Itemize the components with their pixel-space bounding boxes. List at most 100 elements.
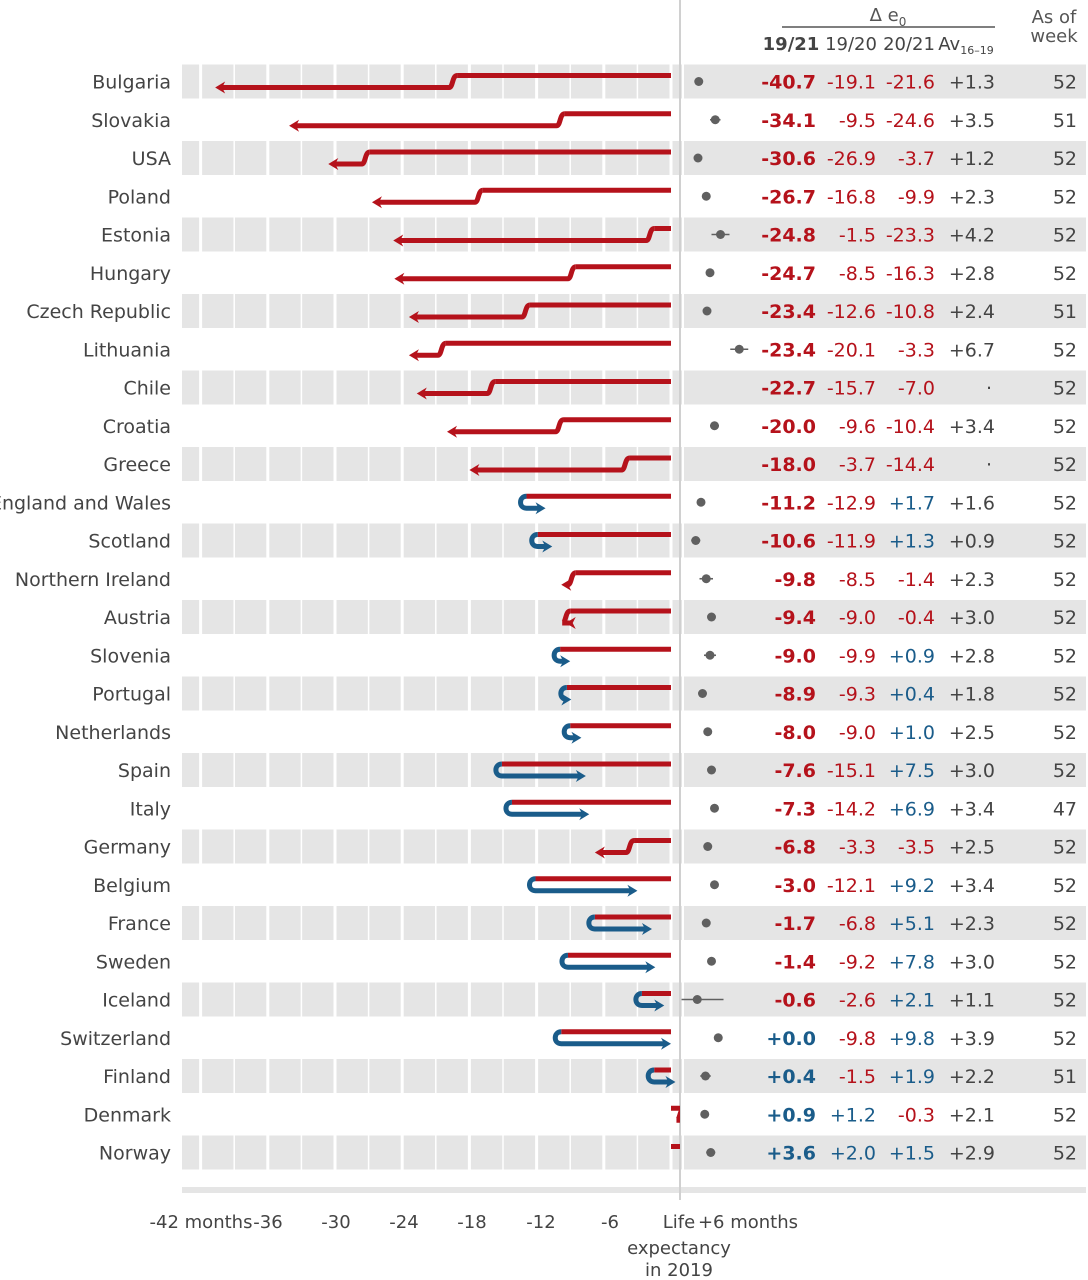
bar-arrowhead <box>627 884 638 897</box>
value-week: 51 <box>1053 301 1077 323</box>
value-2021: +1.7 <box>889 492 935 514</box>
value-week: 52 <box>1053 225 1077 247</box>
col-header-asof-2: week <box>1030 26 1078 47</box>
country-label: Iceland <box>102 990 171 1012</box>
zero-label-line3: in 2019 <box>645 1260 713 1280</box>
axis-stripe <box>182 1187 1086 1193</box>
value-week: 52 <box>1053 263 1077 285</box>
bar-arrowhead <box>561 693 572 706</box>
bar-arrowhead <box>447 425 457 438</box>
value-2021: +0.4 <box>889 684 935 706</box>
value-average: +3.0 <box>949 760 995 782</box>
country-label: Slovenia <box>90 645 171 667</box>
value-2021: -14.4 <box>886 454 935 476</box>
bar-segment-2021 <box>334 149 371 167</box>
average-dot <box>707 956 716 966</box>
value-week: 52 <box>1053 148 1077 170</box>
country-label: Spain <box>118 760 171 782</box>
bar-segment-2021 <box>414 340 447 358</box>
bar-arrowhead <box>394 272 405 285</box>
value-1920: -19.1 <box>827 72 876 94</box>
country-label: Norway <box>99 1143 171 1165</box>
bar-arrowhead <box>571 731 582 744</box>
country-label: Netherlands <box>55 722 171 744</box>
average-dot <box>694 77 704 86</box>
row-stripe <box>182 829 1086 864</box>
col-header-1920: 19/20 <box>825 34 877 55</box>
value-average: +3.0 <box>949 951 995 973</box>
value-2021: +0.9 <box>889 645 935 667</box>
value-1920: +1.2 <box>830 1104 876 1126</box>
row-stripe <box>182 600 1086 634</box>
average-dot <box>696 497 706 507</box>
value-1921: -9.8 <box>774 569 816 591</box>
value-1920: -9.0 <box>839 607 876 629</box>
value-average: +2.5 <box>949 722 995 744</box>
value-average: +2.5 <box>949 837 995 859</box>
x-tick-label: -36 <box>253 1212 282 1233</box>
bar-segment-2021 <box>551 646 565 664</box>
row-stripe <box>182 64 1086 99</box>
country-label: Finland <box>103 1066 171 1088</box>
value-1921: -7.3 <box>774 798 816 820</box>
bar-arrowhead <box>641 923 652 935</box>
value-1921: -7.6 <box>774 760 816 782</box>
value-1921: -22.7 <box>761 378 816 400</box>
value-1920: -9.3 <box>839 684 876 706</box>
value-1920: -16.8 <box>827 186 876 208</box>
row-stripe <box>182 1135 1086 1170</box>
table-header: Δ e0 19/21 19/20 20/21 Av16–19 As of wee… <box>763 5 1079 57</box>
value-1921: -18.0 <box>761 454 816 476</box>
value-average: +2.2 <box>949 1066 995 1088</box>
country-label: Czech Republic <box>26 301 171 323</box>
value-average: +6.7 <box>949 339 995 361</box>
row-stripe <box>182 294 1086 328</box>
bar-segment-2021 <box>529 532 547 549</box>
value-average: +2.9 <box>949 1143 995 1165</box>
bar-segment-2021 <box>552 1029 665 1047</box>
country-label: Germany <box>84 837 171 859</box>
bar-segment-2021 <box>645 1067 670 1085</box>
value-1920: -2.6 <box>839 990 876 1012</box>
value-1920: -12.1 <box>827 875 876 897</box>
value-week: 52 <box>1053 531 1077 553</box>
bar-segment-2021 <box>586 914 646 932</box>
value-2021: -24.6 <box>886 110 935 132</box>
value-average: · <box>986 454 992 476</box>
value-1921: -34.1 <box>761 110 816 132</box>
row-stripe <box>182 906 1086 940</box>
value-1920: -8.5 <box>839 263 876 285</box>
value-average: +3.0 <box>949 607 995 629</box>
x-tick-label: -30 <box>321 1212 350 1233</box>
bar-segment-2021 <box>561 723 576 741</box>
bar-arrowhead <box>371 196 382 209</box>
gridlines <box>199 0 684 1200</box>
bar-segment-2021 <box>221 73 458 90</box>
value-week: 52 <box>1053 875 1077 897</box>
x-tick-label: -6 <box>601 1212 619 1233</box>
value-average: +2.4 <box>949 301 995 323</box>
value-1920: -15.7 <box>827 378 876 400</box>
average-dot <box>691 536 701 545</box>
bar-segment-2021 <box>633 991 659 1008</box>
value-2021: -1.4 <box>898 569 935 591</box>
country-label: Bulgaria <box>92 72 171 94</box>
bar-segment-2021 <box>675 1108 680 1123</box>
country-label: Slovakia <box>91 110 171 132</box>
bar-segment-2021 <box>600 838 635 855</box>
bar-arrowhead <box>579 808 590 821</box>
average-dot <box>706 1148 716 1157</box>
country-label: France <box>108 913 171 935</box>
value-2021: -0.4 <box>898 607 935 629</box>
value-average: +1.2 <box>949 148 995 170</box>
value-average: +3.4 <box>949 416 995 438</box>
country-label: Estonia <box>101 225 171 247</box>
value-average: +1.1 <box>949 990 995 1012</box>
value-1920: -12.9 <box>827 492 876 514</box>
value-2021: +1.3 <box>889 531 935 553</box>
value-week: 52 <box>1053 760 1077 782</box>
average-dot <box>701 918 711 928</box>
bar-segment-2021 <box>559 952 650 970</box>
value-average: +3.4 <box>949 875 995 897</box>
